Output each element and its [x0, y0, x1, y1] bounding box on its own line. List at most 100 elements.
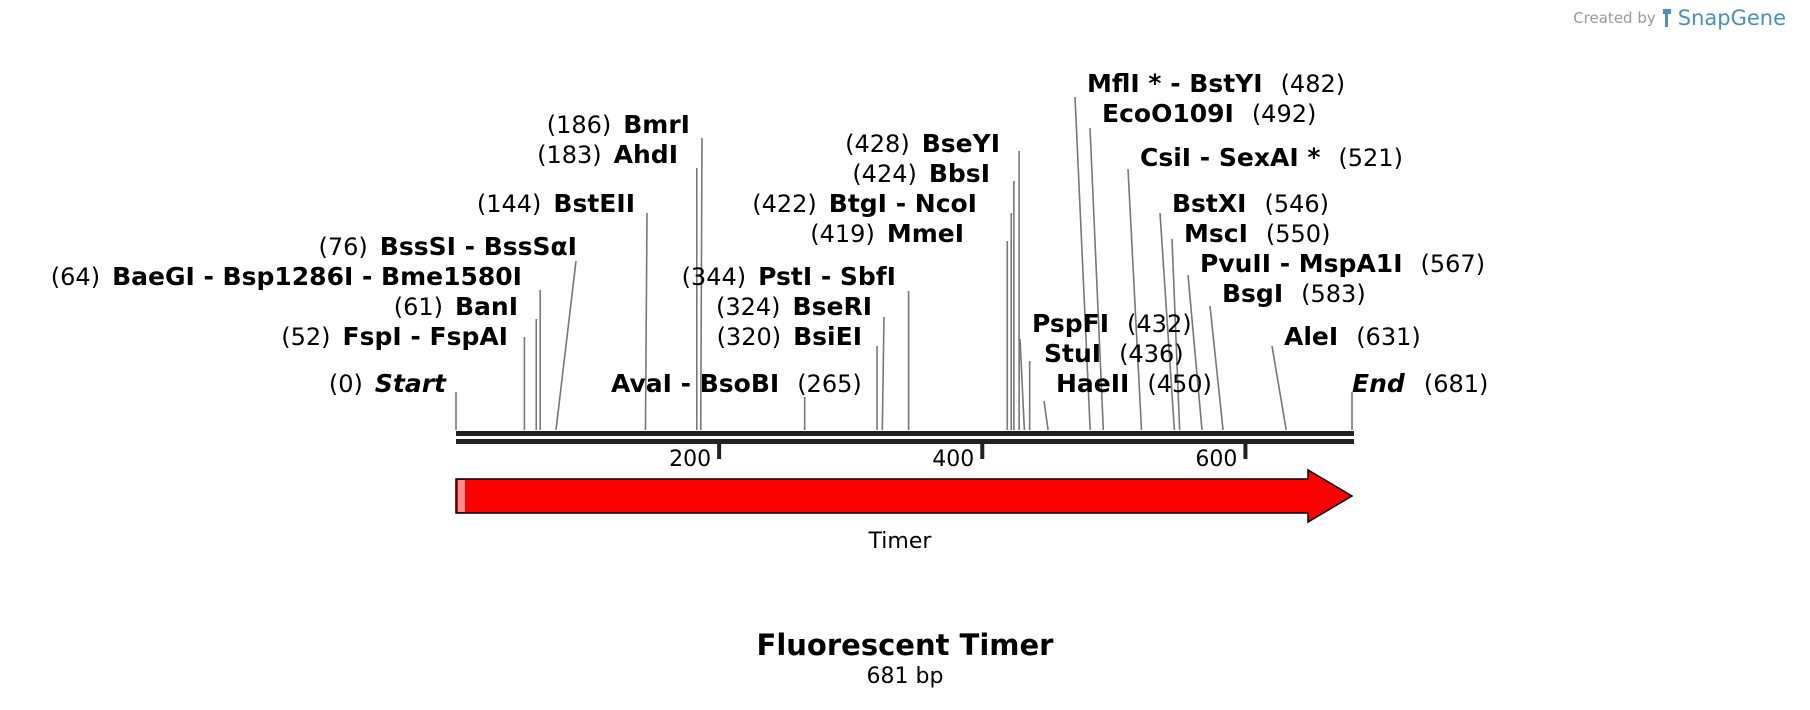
site-name[interactable]: BmrI — [623, 110, 690, 139]
site-name[interactable]: BseYI — [922, 129, 1000, 158]
site-name[interactable]: PvuII - MspA1I — [1200, 249, 1403, 278]
site-name[interactable]: EcoO109I — [1102, 99, 1234, 128]
restriction-site[interactable]: BbsI (424) — [852, 159, 990, 188]
site-name[interactable]: PstI - SbfI — [758, 262, 896, 291]
site-position: (52) — [281, 323, 330, 351]
site-position: (183) — [537, 141, 602, 169]
site-line — [699, 137, 703, 431]
site-name[interactable]: BseRI — [793, 292, 872, 321]
site-name[interactable]: MmeI — [887, 219, 964, 248]
site-name[interactable]: AleI — [1284, 322, 1338, 351]
site-labels: Start (0) FspI - FspAI (52) BanI (61)BaeGI - … — [51, 69, 1489, 398]
site-line — [555, 260, 577, 431]
site-line — [881, 316, 885, 431]
restriction-site[interactable]: AvaI - BsoBI (265) — [611, 369, 862, 398]
site-position: (450) — [1147, 370, 1212, 398]
restriction-site[interactable]: MscI (550) — [1184, 219, 1330, 248]
feature-start-marker — [458, 480, 465, 512]
site-position: (320) — [717, 323, 782, 351]
site-name[interactable]: PspFI — [1032, 309, 1109, 338]
ruler-tick — [717, 444, 722, 459]
snapgene-credit: Created by SnapGene — [1573, 6, 1786, 30]
site-name[interactable]: AhdI — [614, 140, 678, 169]
site-position: (186) — [547, 111, 612, 139]
restriction-site[interactable]: BaeGI - Bsp1286I - Bme1580I (64) — [51, 262, 522, 291]
restriction-site[interactable]: BsgI (583) — [1222, 279, 1366, 308]
site-line — [1089, 127, 1105, 431]
site-line — [1127, 168, 1143, 431]
site-name[interactable]: BstXI — [1172, 189, 1246, 218]
restriction-site[interactable]: BmrI (186) — [547, 110, 690, 139]
restriction-site[interactable]: Start (0) — [329, 369, 447, 398]
credit-brand: SnapGene — [1677, 6, 1786, 30]
restriction-site[interactable]: BseRI (324) — [716, 292, 872, 321]
site-name[interactable]: BbsI — [929, 159, 990, 188]
site-name[interactable]: AvaI - BsoBI — [611, 369, 779, 398]
site-name[interactable]: BtgI - NcoI — [829, 189, 977, 218]
site-position: (144) — [477, 190, 542, 218]
restriction-site[interactable]: CsiI - SexAI * (521) — [1140, 143, 1403, 172]
site-position: (324) — [716, 293, 781, 321]
ruler-ticks: 200 400 600 — [669, 444, 1248, 472]
site-position: (61) — [394, 293, 443, 321]
restriction-site[interactable]: BstEII (144) — [477, 189, 635, 218]
restriction-site[interactable]: PspFI (432) — [1032, 309, 1192, 338]
site-name[interactable]: BanI — [455, 292, 518, 321]
feature-timer[interactable]: Timer — [455, 468, 1354, 554]
restriction-site[interactable]: StuI (436) — [1044, 339, 1184, 368]
site-position: (76) — [319, 233, 368, 261]
site-name[interactable]: BsgI — [1222, 279, 1283, 308]
site-position: (419) — [810, 220, 875, 248]
ruler-tick-label: 600 — [1195, 447, 1237, 472]
site-name[interactable]: FspI - FspAI — [343, 322, 508, 351]
feature-arrow[interactable] — [455, 468, 1354, 524]
restriction-site[interactable]: MmeI (419) — [810, 219, 964, 248]
sequence-backbone — [456, 431, 1354, 444]
site-name[interactable]: HaeII — [1056, 369, 1129, 398]
site-name[interactable]: CsiI - SexAI * — [1140, 143, 1320, 172]
site-name[interactable]: MflI * - BstYI — [1087, 69, 1263, 98]
site-name[interactable]: BsiEI — [793, 322, 862, 351]
restriction-site[interactable]: EcoO109I (492) — [1102, 99, 1316, 128]
site-line — [1187, 274, 1203, 431]
feature-label[interactable]: Timer — [868, 529, 933, 554]
site-name[interactable]: End — [1352, 369, 1406, 398]
ruler-tick — [980, 444, 985, 459]
restriction-site[interactable]: End (681) — [1352, 369, 1488, 398]
restriction-site[interactable]: PvuII - MspA1I (567) — [1200, 249, 1485, 278]
restriction-site[interactable]: BssSI - BssSαI (76) — [319, 232, 577, 261]
backbone-bottom-strand — [456, 439, 1354, 444]
restriction-site[interactable]: BanI (61) — [394, 292, 518, 321]
site-line — [644, 212, 648, 431]
restriction-site[interactable]: BseYI (428) — [845, 129, 1000, 158]
site-name[interactable]: MscI — [1184, 219, 1248, 248]
site-position: (428) — [845, 130, 910, 158]
site-position: (567) — [1421, 250, 1486, 278]
site-line — [1019, 338, 1026, 431]
ruler-tick — [1243, 444, 1248, 459]
restriction-site[interactable]: BsiEI (320) — [717, 322, 862, 351]
restriction-site[interactable]: AhdI (183) — [537, 140, 678, 169]
site-name[interactable]: BaeGI - Bsp1286I - Bme1580I — [112, 262, 522, 291]
ruler-tick-label: 200 — [669, 447, 711, 472]
site-name[interactable]: StuI — [1044, 339, 1101, 368]
credit-prefix: Created by — [1573, 9, 1656, 27]
site-position: (265) — [797, 370, 862, 398]
site-name[interactable]: BstEII — [553, 189, 635, 218]
restriction-site[interactable]: BstXI (546) — [1172, 189, 1329, 218]
map-title: Fluorescent Timer — [756, 628, 1054, 662]
site-position: (344) — [682, 263, 747, 291]
restriction-site[interactable]: PstI - SbfI (344) — [682, 262, 896, 291]
site-position: (64) — [51, 263, 100, 291]
restriction-site[interactable]: MflI * - BstYI (482) — [1087, 69, 1345, 98]
restriction-site[interactable]: BtgI - NcoI (422) — [752, 189, 977, 218]
site-position: (631) — [1356, 323, 1421, 351]
restriction-site[interactable]: FspI - FspAI (52) — [281, 322, 508, 351]
site-name[interactable]: BssSI - BssSαI — [380, 232, 577, 261]
site-position: (492) — [1252, 100, 1317, 128]
restriction-site[interactable]: AleI (631) — [1284, 322, 1421, 351]
site-line — [1043, 400, 1049, 431]
site-name[interactable]: Start — [375, 369, 447, 398]
snapgene-logo-icon — [1662, 9, 1671, 27]
restriction-site[interactable]: HaeII (450) — [1056, 369, 1212, 398]
